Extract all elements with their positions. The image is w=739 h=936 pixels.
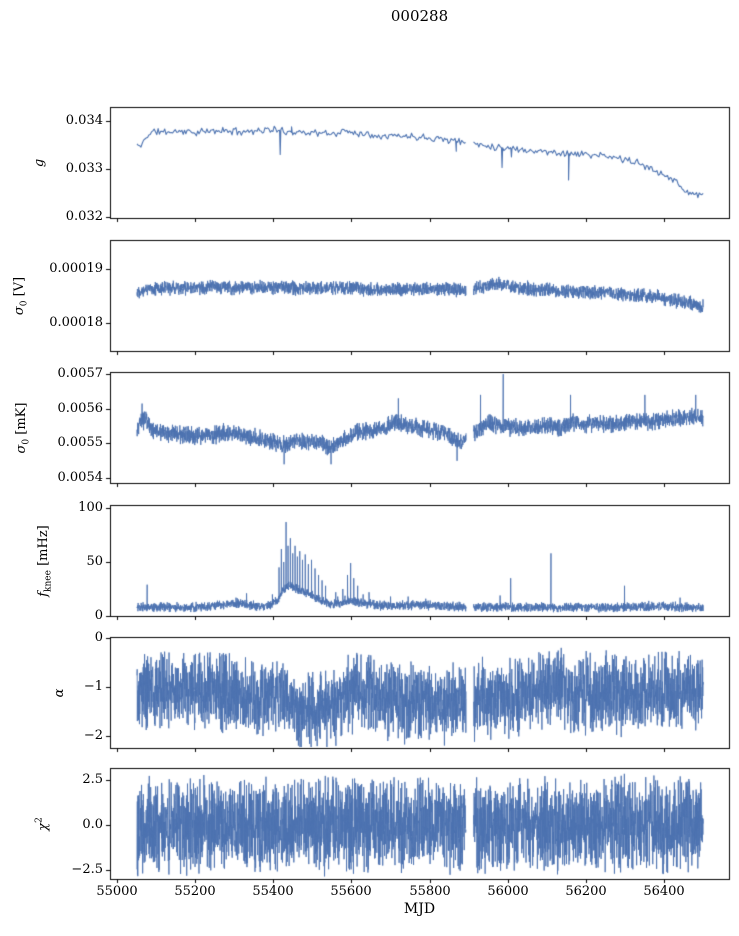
x-axis-label: MJD bbox=[403, 901, 436, 917]
figure-title: 000288 bbox=[390, 7, 449, 25]
